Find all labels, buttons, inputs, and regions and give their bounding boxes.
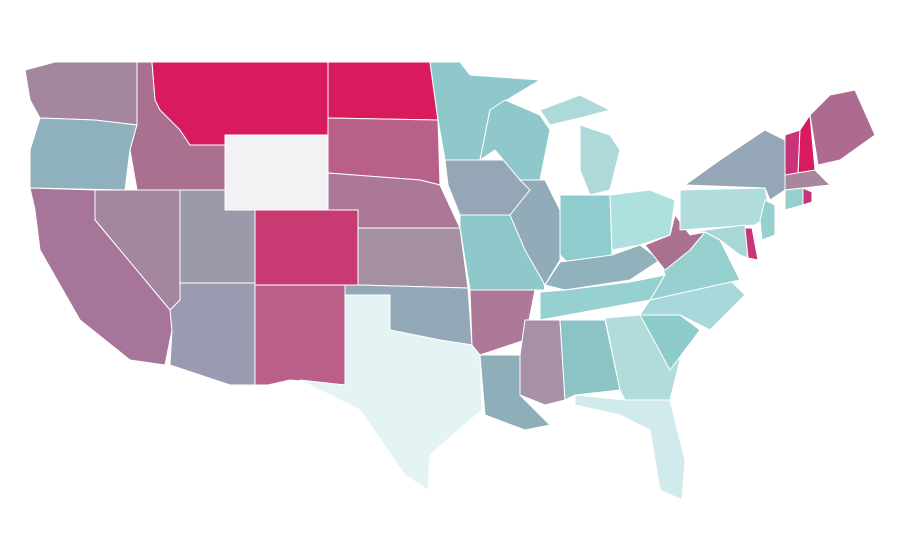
state-region (784, 169, 831, 191)
state-region (29, 117, 138, 191)
state-region (559, 194, 613, 266)
state-region (539, 94, 611, 126)
state-region (809, 89, 876, 166)
states (24, 61, 876, 501)
state-region (519, 319, 566, 406)
state-region (784, 129, 801, 176)
state-region (689, 224, 749, 259)
state-region (802, 187, 813, 206)
state-region (29, 187, 173, 366)
state-region (169, 282, 256, 386)
state-region (327, 61, 439, 121)
state-region (574, 394, 686, 501)
state-region (644, 214, 706, 271)
state-region (254, 209, 359, 286)
state-region (759, 199, 776, 241)
state-region (357, 227, 469, 289)
state-region (24, 61, 138, 126)
state-region (579, 124, 621, 196)
state-region (559, 319, 621, 401)
state-region (679, 187, 771, 231)
state-region (254, 284, 346, 386)
state-region (224, 134, 329, 211)
state-region (299, 294, 483, 491)
state-region (744, 227, 759, 261)
state-region (784, 187, 804, 211)
state-region (469, 289, 536, 356)
